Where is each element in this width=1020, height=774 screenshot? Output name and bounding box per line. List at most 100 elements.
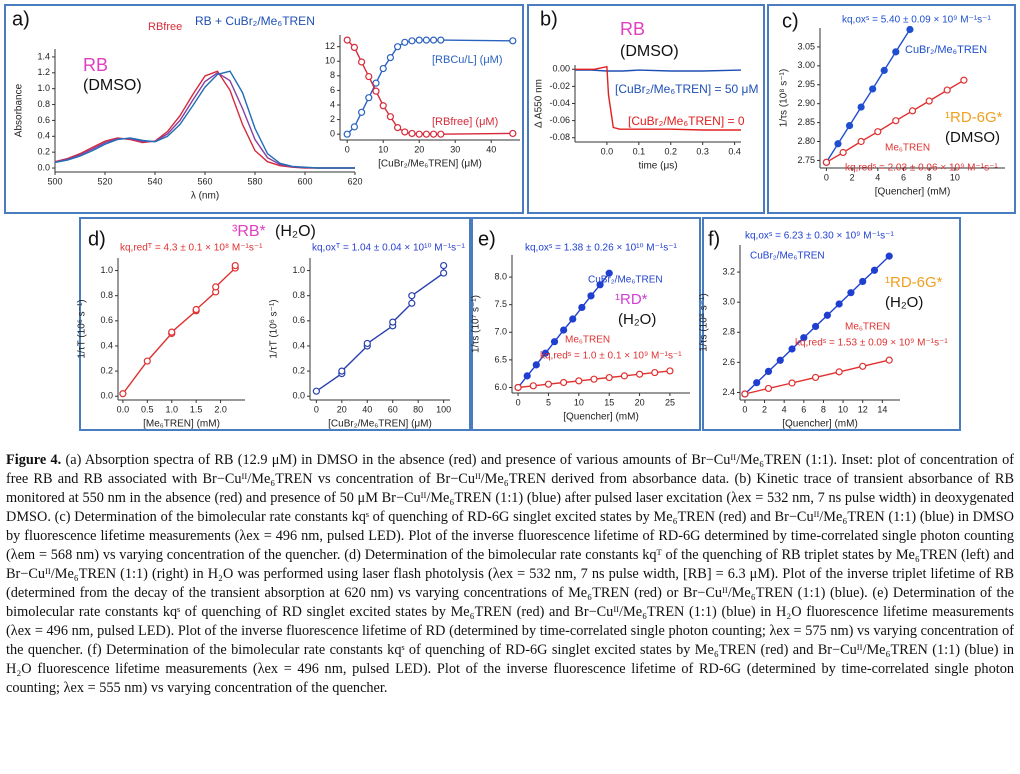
data-point — [212, 283, 220, 291]
x-axis-label: λ (nm) — [191, 191, 219, 202]
data-point — [560, 378, 568, 387]
data-point — [835, 368, 843, 376]
x-tick-label: 1.5 — [190, 404, 203, 414]
data-point — [666, 367, 674, 375]
x-tick-label: 520 — [97, 176, 112, 186]
x-tick-label: 10 — [378, 144, 388, 154]
annotation: b) — [540, 8, 558, 30]
data-point — [892, 117, 900, 125]
data-point — [422, 36, 430, 44]
data-point — [908, 107, 917, 115]
data-point — [440, 269, 448, 277]
x-axis-label: [Quencher] (mM) — [875, 187, 951, 198]
data-point — [764, 384, 773, 393]
x-tick-label: 0 — [824, 172, 829, 182]
x-tick-label: 0.0 — [601, 146, 614, 156]
x-axis-label: [Quencher] (mM) — [782, 419, 858, 430]
panel-frame — [702, 217, 961, 431]
annotation: (DMSO) — [620, 43, 679, 60]
y-tick-label: 6.0 — [494, 382, 507, 392]
annotation: kq,oxᵀ = 1.04 ± 0.04 × 10¹⁰ M⁻¹s⁻¹ — [312, 243, 465, 254]
data-point — [859, 277, 867, 286]
x-tick-label: 500 — [47, 176, 62, 186]
data-point — [343, 36, 351, 44]
y-tick-label: 2.4 — [722, 387, 735, 397]
y-tick-label: 6.5 — [494, 354, 507, 364]
data-point — [532, 361, 540, 369]
y-tick-label: 3.05 — [797, 41, 815, 51]
annotation: c) — [782, 10, 799, 32]
data-point — [857, 137, 865, 146]
x-tick-label: 0 — [314, 404, 319, 414]
data-point — [590, 375, 598, 383]
annotation: d) — [88, 228, 106, 250]
x-tick-label: 4 — [782, 404, 787, 414]
panel-frame — [79, 217, 471, 431]
x-tick-label: 40 — [362, 404, 372, 414]
y-axis-label: 1/τT (10⁶ s⁻¹) — [269, 299, 280, 358]
y-axis-label: 1/τT (10⁶ s⁻¹) — [77, 299, 88, 358]
x-tick-label: 10 — [950, 172, 960, 182]
data-point — [776, 356, 784, 364]
x-tick-label: 8 — [927, 172, 932, 182]
annotation: kq,redˢ = 1.0 ± 0.1 × 10⁹ M⁻¹s⁻¹ — [540, 351, 682, 362]
x-tick-label: 6 — [801, 404, 806, 414]
annotation: (DMSO) — [945, 129, 1000, 146]
x-tick-label: 60 — [388, 404, 398, 414]
y-tick-label: 2.75 — [797, 155, 815, 165]
data-point — [437, 130, 445, 138]
data-point — [231, 261, 239, 270]
annotation: (DMSO) — [83, 77, 142, 94]
figure: 500 520 540 560 580 600 6200.00.20.40.60.81.01… — [4, 4, 1016, 431]
data-point — [509, 37, 517, 45]
x-tick-label: 560 — [197, 176, 212, 186]
annotation: kq,redˢ = 1.53 ± 0.09 × 10⁹ M⁻¹s⁻¹ — [795, 338, 948, 349]
data-point — [365, 94, 373, 102]
data-point — [401, 38, 409, 46]
data-point — [192, 305, 200, 314]
x-tick-label: 15 — [604, 397, 614, 407]
data-point — [870, 266, 879, 274]
data-point — [415, 130, 423, 138]
x-tick-label: 8 — [821, 404, 826, 414]
annotation: RB + CuBr₂/Me₆TREN — [195, 14, 315, 28]
data-point — [358, 108, 366, 116]
x-tick-label: 0.1 — [633, 146, 646, 156]
x-tick-label: 20 — [414, 144, 424, 154]
data-point — [605, 373, 613, 382]
x-axis-label: time (μs) — [638, 161, 677, 172]
data-point — [350, 123, 358, 131]
annotation: RBfree — [148, 21, 182, 33]
x-tick-label: 10 — [838, 404, 848, 414]
panel-frame — [471, 217, 701, 431]
data-point — [892, 48, 900, 56]
annotation: ³RB* — [232, 223, 266, 240]
x-tick-label: 0.5 — [141, 404, 154, 414]
y-tick-label: 3.0 — [722, 297, 735, 307]
annotation: RB — [620, 19, 645, 39]
data-point — [437, 36, 445, 44]
data-point — [823, 311, 831, 319]
data-point — [811, 373, 820, 382]
data-point — [430, 36, 438, 44]
caption-label: Figure 4. — [6, 452, 62, 468]
y-tick-label: 0.6 — [37, 115, 50, 125]
x-tick-label: 20 — [635, 397, 645, 407]
data-point — [312, 387, 320, 395]
data-point — [788, 379, 796, 387]
data-point — [343, 130, 351, 138]
x-tick-label: 12 — [858, 404, 868, 414]
annotation: ¹RD* — [615, 291, 648, 308]
y-tick-label: 10 — [325, 56, 335, 66]
data-point — [835, 300, 843, 308]
data-point — [379, 102, 387, 110]
y-axis-label: 1/τs (10⁷ s⁻¹) — [471, 295, 482, 353]
panel-frame — [527, 4, 765, 214]
y-tick-label: 7.0 — [494, 327, 507, 337]
data-point — [394, 43, 402, 51]
y-tick-label: 2.6 — [722, 357, 735, 367]
data-point — [379, 64, 387, 73]
x-tick-label: 2 — [762, 404, 767, 414]
data-point — [847, 289, 855, 297]
